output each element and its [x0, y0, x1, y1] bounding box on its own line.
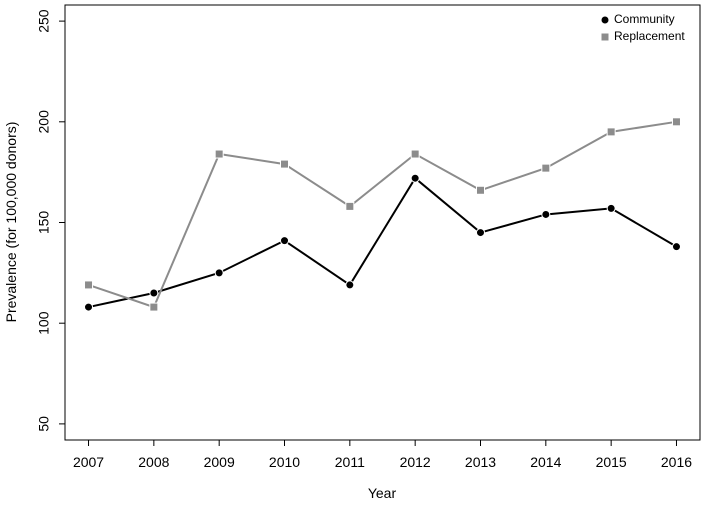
marker [149, 288, 159, 298]
marker [345, 201, 355, 211]
series-line [88, 176, 677, 309]
plot-frame [64, 4, 701, 441]
marker [410, 149, 420, 159]
marker [214, 268, 224, 278]
y-tick-label: 250 [36, 9, 52, 33]
marker [280, 159, 290, 169]
x-axis-title: Year [368, 485, 397, 501]
x-tick-label: 2010 [269, 454, 300, 470]
marker [606, 203, 616, 213]
x-tick-label: 2013 [465, 454, 496, 470]
x-tick-label: 2011 [335, 454, 365, 470]
marker [345, 280, 355, 290]
marker [541, 209, 551, 219]
marker [84, 302, 94, 312]
marker [475, 185, 485, 195]
series-line [88, 120, 677, 309]
marker [541, 163, 551, 173]
x-tick-label: 2012 [400, 454, 431, 470]
legend-marker [600, 15, 610, 25]
marker [475, 228, 485, 238]
x-tick-label: 2014 [530, 454, 561, 470]
x-tick-label: 2009 [204, 454, 235, 470]
marker [671, 242, 681, 252]
y-tick-label: 100 [36, 311, 52, 335]
marker [214, 149, 224, 159]
x-tick-label: 2016 [661, 454, 692, 470]
y-axis-title: Prevalence (for 100,000 donors) [3, 122, 19, 323]
legend-label: Community [614, 12, 675, 26]
legend-marker [600, 32, 610, 42]
marker [410, 173, 420, 183]
y-tick-label: 50 [36, 416, 52, 432]
marker [280, 236, 290, 246]
x-tick-label: 2008 [138, 454, 169, 470]
marker [84, 280, 94, 290]
x-tick-label: 2007 [73, 454, 104, 470]
x-tick-label: 2015 [596, 454, 627, 470]
y-tick-label: 200 [36, 110, 52, 134]
marker [149, 302, 159, 312]
marker [606, 127, 616, 137]
legend-label: Replacement [614, 29, 685, 43]
marker [671, 117, 681, 127]
y-tick-label: 150 [36, 211, 52, 235]
